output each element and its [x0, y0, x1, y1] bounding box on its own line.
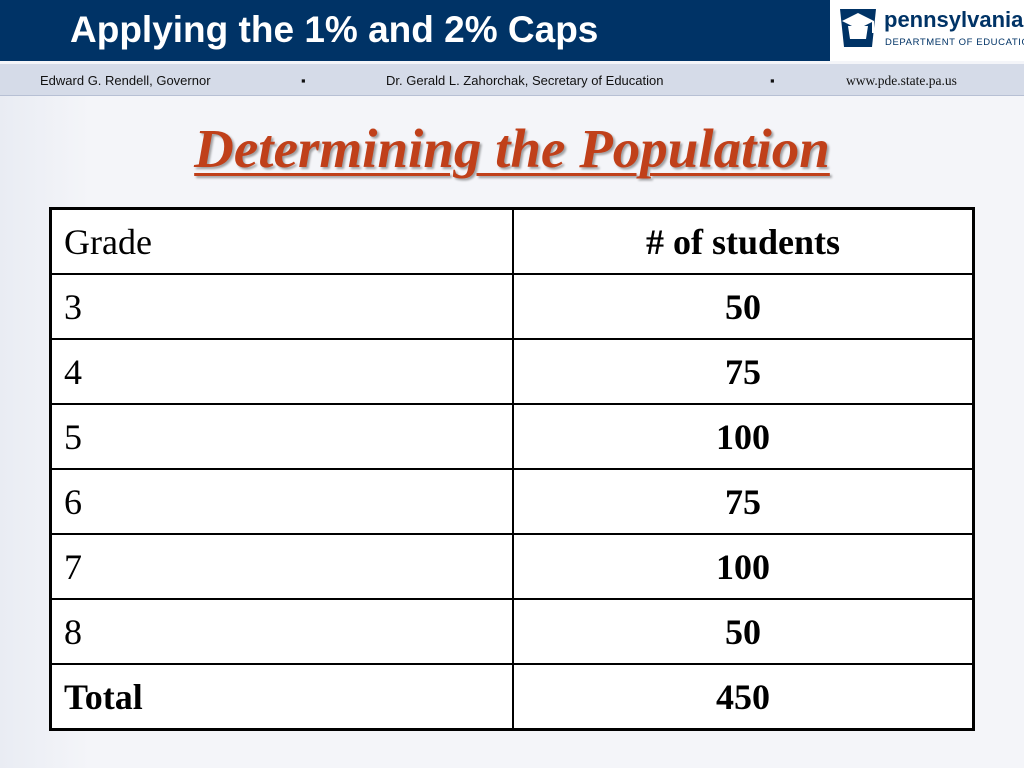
secretary-label: Dr. Gerald L. Zahorchak, Secretary of Ed…	[386, 73, 664, 88]
population-table: Grade # of students 3 50 4 75 5 100 6 75…	[49, 207, 975, 731]
grade-cell: 3	[49, 273, 514, 340]
student-count-cell: 75	[512, 468, 975, 535]
keystone-cap-icon	[840, 9, 876, 47]
separator-bullet: ▪	[301, 73, 306, 88]
separator-bullet: ▪	[770, 73, 775, 88]
student-count-cell: 50	[512, 273, 975, 340]
table-row: 5 100	[49, 403, 975, 470]
table-total-row: Total 450	[49, 663, 975, 731]
table-row: 6 75	[49, 468, 975, 535]
logo-wordmark: pennsylvania	[884, 7, 1024, 32]
student-count-cell: 50	[512, 598, 975, 665]
page-title: Applying the 1% and 2% Caps	[70, 9, 599, 50]
title-bar: Applying the 1% and 2% Caps pennsylvania…	[0, 0, 1024, 61]
table-row: 4 75	[49, 338, 975, 405]
table-row: 7 100	[49, 533, 975, 600]
logo-subtitle: DEPARTMENT OF EDUCATION	[885, 37, 1024, 48]
total-label-cell: Total	[49, 663, 514, 731]
table-header-row: Grade # of students	[49, 207, 975, 275]
governor-label: Edward G. Rendell, Governor	[40, 73, 211, 88]
grade-cell: 6	[49, 468, 514, 535]
column-header-students: # of students	[512, 207, 975, 275]
website-link[interactable]: www.pde.state.pa.us	[846, 73, 957, 88]
student-count-cell: 100	[512, 533, 975, 600]
grade-cell: 8	[49, 598, 514, 665]
pde-logo: pennsylvania DEPARTMENT OF EDUCATION	[826, 0, 1024, 61]
table-row: 8 50	[49, 598, 975, 665]
student-count-cell: 100	[512, 403, 975, 470]
subheader-bar: Edward G. Rendell, Governor ▪ Dr. Gerald…	[0, 64, 1024, 96]
student-count-cell: 75	[512, 338, 975, 405]
column-header-grade: Grade	[49, 207, 514, 275]
grade-cell: 4	[49, 338, 514, 405]
slide-heading: Determining the Population	[194, 118, 830, 179]
total-count-cell: 450	[512, 663, 975, 731]
grade-cell: 7	[49, 533, 514, 600]
table-row: 3 50	[49, 273, 975, 340]
grade-cell: 5	[49, 403, 514, 470]
